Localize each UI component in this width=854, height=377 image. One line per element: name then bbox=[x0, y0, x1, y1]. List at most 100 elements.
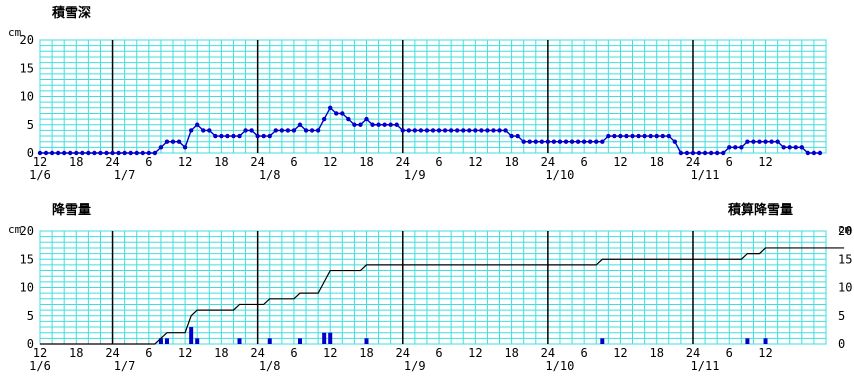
snow-depth-point bbox=[364, 116, 369, 122]
snow-depth-point bbox=[346, 116, 351, 122]
x-tick-label: 6 bbox=[726, 155, 733, 169]
snow-depth-point bbox=[479, 128, 484, 133]
snow-depth-point bbox=[648, 133, 653, 139]
snow-depth-point bbox=[55, 150, 61, 156]
date-label: 1/8 bbox=[259, 359, 281, 373]
x-tick-label: 12 bbox=[33, 346, 47, 360]
snow-depth-point bbox=[630, 133, 635, 139]
snow-depth-point bbox=[231, 133, 236, 139]
snow-depth-point bbox=[74, 150, 79, 156]
snow-depth-point bbox=[273, 128, 278, 133]
x-tick-label: 12 bbox=[178, 155, 192, 169]
snow-depth-point bbox=[243, 128, 248, 133]
x-tick-label: 12 bbox=[178, 346, 192, 360]
snow-depth-point bbox=[527, 139, 532, 144]
x-tick-label: 6 bbox=[145, 346, 152, 360]
snow-depth-point bbox=[781, 145, 786, 150]
y-tick-label: 15 bbox=[20, 61, 34, 75]
x-tick-label: 24 bbox=[541, 346, 555, 360]
snow-depth-point bbox=[485, 128, 490, 133]
x-tick-label: 12 bbox=[323, 155, 337, 169]
snow-depth-point bbox=[787, 145, 792, 150]
snow-depth-point bbox=[376, 122, 381, 127]
date-label: 1/6 bbox=[29, 168, 51, 182]
date-label: 1/10 bbox=[545, 168, 574, 182]
snow-depth-point bbox=[146, 150, 152, 156]
snow-depth-point bbox=[575, 139, 581, 144]
x-tick-label: 18 bbox=[359, 346, 373, 360]
snow-depth-point bbox=[122, 150, 127, 156]
x-tick-label: 24 bbox=[250, 155, 264, 169]
snow-depth-point bbox=[448, 128, 454, 133]
snow-depth-point bbox=[43, 150, 49, 156]
snow-depth-point bbox=[612, 133, 617, 139]
snow-depth-point bbox=[557, 139, 563, 144]
snow-depth-point bbox=[745, 139, 750, 144]
snow-depth-point bbox=[503, 128, 508, 133]
x-tick-label: 6 bbox=[290, 346, 297, 360]
snow-depth-point bbox=[340, 111, 345, 116]
snow-depth-point bbox=[588, 139, 593, 144]
snow-depth-point bbox=[491, 128, 496, 133]
snow-depth-point bbox=[255, 133, 260, 139]
snow-depth-point bbox=[86, 150, 91, 156]
date-label: 1/11 bbox=[691, 168, 720, 182]
snow-depth-point bbox=[690, 150, 696, 156]
snow-depth-point bbox=[569, 139, 575, 144]
snow-depth-point bbox=[775, 139, 780, 144]
cumulative-y-tick-label: 10 bbox=[838, 281, 852, 295]
snowfall-bar bbox=[328, 332, 333, 344]
snow-depth-point bbox=[739, 145, 744, 150]
snow-depth-point bbox=[545, 139, 551, 144]
date-label: 1/6 bbox=[29, 359, 51, 373]
snowfall-bar bbox=[763, 338, 768, 344]
x-tick-label: 12 bbox=[468, 346, 482, 360]
x-tick-label: 18 bbox=[504, 346, 518, 360]
cumulative-y-tick-label: 5 bbox=[838, 309, 845, 323]
date-label: 1/11 bbox=[691, 359, 720, 373]
snow-depth-point bbox=[116, 150, 121, 156]
x-tick-label: 6 bbox=[581, 346, 588, 360]
snow-depth-point bbox=[678, 150, 684, 156]
x-tick-label: 18 bbox=[504, 155, 518, 169]
snow-depth-point bbox=[454, 128, 460, 133]
y-tick-label: 15 bbox=[20, 252, 34, 266]
snow-depth-point bbox=[140, 150, 145, 156]
snow-depth-point bbox=[158, 145, 164, 150]
snow-depth-point bbox=[370, 122, 375, 127]
snow-depth-point bbox=[654, 133, 659, 139]
snow-depth-point bbox=[418, 128, 424, 133]
snow-depth-point bbox=[533, 139, 538, 144]
snow-depth-point bbox=[267, 133, 272, 139]
y-tick-label: 20 bbox=[20, 33, 34, 47]
snow-depth-point bbox=[799, 145, 805, 150]
snow-depth-point bbox=[600, 139, 605, 144]
date-label: 1/9 bbox=[404, 359, 426, 373]
snow-depth-point bbox=[37, 150, 43, 156]
x-tick-label: 12 bbox=[758, 346, 772, 360]
snow-depth-point bbox=[170, 139, 176, 144]
snowfall-grid bbox=[39, 230, 827, 345]
snowfall-chart: 降雪量 積算降雪量 cm cm 0 5 10 15 20 0 5 10 15 20 12 18 24… bbox=[8, 202, 852, 373]
x-tick-label: 24 bbox=[541, 155, 555, 169]
snow-depth-point bbox=[225, 133, 230, 139]
snow-depth-point bbox=[104, 150, 109, 156]
snow-depth-point bbox=[68, 150, 73, 156]
snowfall-bar bbox=[267, 338, 272, 344]
snow-depth-point bbox=[92, 150, 97, 156]
x-tick-label: 18 bbox=[69, 346, 83, 360]
snow-depth-x-ticks: 12 18 24 6 12 18 24 6 12 18 24 6 12 18 24 6 12 18 24 6 121/6… bbox=[29, 155, 773, 182]
snowfall-bar bbox=[164, 338, 169, 344]
snow-depth-point bbox=[521, 139, 526, 144]
cumulative-snowfall-line bbox=[40, 247, 845, 345]
snow-depth-point bbox=[134, 150, 139, 156]
snow-depth-point bbox=[297, 122, 303, 127]
snowfall-bar bbox=[364, 338, 369, 344]
date-label: 1/9 bbox=[404, 168, 426, 182]
snow-depth-point bbox=[563, 139, 569, 144]
snow-depth-point bbox=[285, 128, 291, 133]
x-tick-label: 12 bbox=[758, 155, 772, 169]
snow-depth-point bbox=[188, 128, 194, 133]
snow-depth-point bbox=[315, 128, 321, 133]
